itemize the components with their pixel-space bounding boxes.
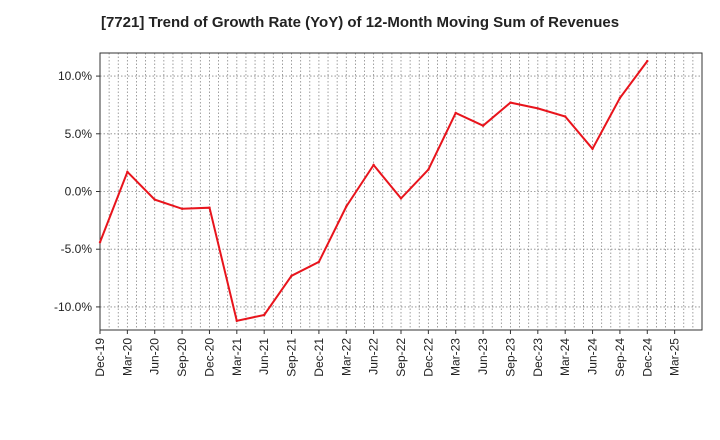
data-point bbox=[263, 313, 266, 317]
x-tick-label: Sep-20 bbox=[175, 338, 189, 377]
x-tick-label: Dec-23 bbox=[531, 338, 545, 377]
data-point bbox=[290, 274, 293, 277]
x-tick-label: Jun-24 bbox=[586, 338, 600, 375]
data-point bbox=[98, 241, 102, 244]
vertical-gridlines bbox=[108, 53, 694, 330]
chart-title: [7721] Trend of Growth Rate (YoY) of 12-… bbox=[100, 14, 620, 31]
x-tick-label: Sep-22 bbox=[394, 338, 408, 377]
data-point bbox=[235, 319, 238, 322]
y-tick-label: 10.0% bbox=[58, 69, 92, 83]
y-tick-label: 0.0% bbox=[65, 185, 93, 199]
y-tick-label: 5.0% bbox=[65, 127, 93, 141]
x-tick-label: Dec-21 bbox=[312, 338, 326, 377]
x-tick-label: Mar-23 bbox=[449, 338, 463, 376]
x-tick-label: Mar-21 bbox=[230, 338, 244, 376]
x-tick-label: Mar-24 bbox=[558, 338, 572, 376]
data-point bbox=[345, 205, 348, 208]
data-point bbox=[180, 207, 184, 210]
series-layer bbox=[98, 59, 649, 322]
x-tick-label: Jun-21 bbox=[257, 338, 271, 375]
x-tick-label: Dec-24 bbox=[640, 338, 654, 377]
y-tick-label: -10.0% bbox=[54, 300, 92, 314]
x-tick-label: Mar-22 bbox=[339, 338, 353, 376]
x-tick-label: Mar-25 bbox=[668, 338, 682, 376]
data-point bbox=[591, 147, 594, 150]
x-tick-label: Dec-19 bbox=[93, 338, 107, 377]
data-point bbox=[317, 260, 321, 264]
x-tick-label: Dec-22 bbox=[421, 338, 435, 377]
y-tick-label: -5.0% bbox=[61, 242, 93, 256]
data-point bbox=[564, 115, 567, 118]
x-tick-label: Sep-23 bbox=[503, 338, 517, 377]
x-tick-label: Sep-24 bbox=[613, 338, 627, 377]
data-point bbox=[454, 111, 457, 115]
data-point bbox=[481, 124, 485, 127]
x-tick-label: Jun-22 bbox=[367, 338, 381, 375]
x-axis-ticks: Dec-19 Mar-20 Jun-20 Sep-20 Dec-20 Mar-21 Jun-… bbox=[93, 330, 682, 377]
data-point bbox=[536, 107, 539, 110]
x-tick-label: Dec-20 bbox=[202, 338, 216, 377]
horizontal-gridlines bbox=[100, 75, 702, 308]
data-point bbox=[646, 59, 649, 63]
x-tick-label: Mar-20 bbox=[120, 338, 134, 376]
data-point bbox=[126, 170, 129, 174]
data-point bbox=[427, 168, 430, 171]
data-point bbox=[208, 206, 211, 209]
y-axis-ticks: 10.0% 5.0% 0.0% -5.0% -10.0% bbox=[54, 69, 100, 314]
data-point bbox=[618, 96, 622, 100]
x-tick-label: Jun-20 bbox=[148, 338, 162, 375]
data-point bbox=[509, 101, 512, 104]
data-point bbox=[372, 163, 375, 167]
x-tick-label: Jun-23 bbox=[476, 338, 490, 375]
data-point bbox=[153, 198, 156, 201]
data-point bbox=[399, 197, 403, 200]
x-tick-label: Sep-21 bbox=[285, 338, 299, 377]
